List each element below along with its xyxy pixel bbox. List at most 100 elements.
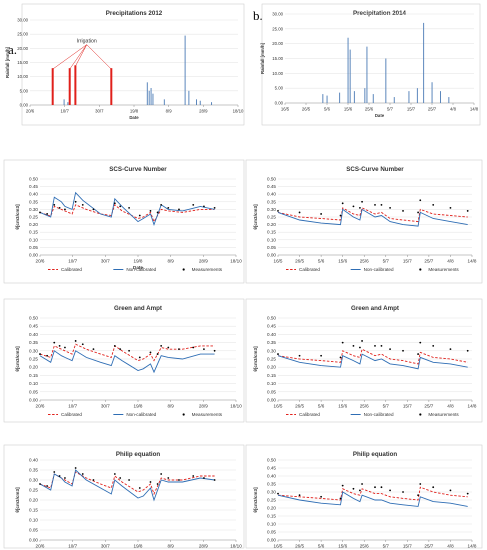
y-tick-label: 0.30	[267, 348, 276, 353]
measurement-point	[402, 349, 404, 352]
x-tick-label: 5/6	[318, 544, 325, 549]
x-tick-label: 16/5	[274, 404, 283, 409]
chart-ph2012: Philip equation 0.00 0.05 0.10 0.15 0.20 0.25 0…	[3, 444, 245, 549]
y-tick-label: 0.25	[267, 498, 276, 503]
measurement-point	[92, 348, 95, 351]
y-tick-label: 0.45	[267, 324, 276, 329]
y-tick-label: 0.25	[29, 215, 38, 220]
measurement-point	[192, 203, 195, 206]
y-tick-label: 10.00	[17, 74, 28, 79]
x-tick-label: 19/8	[134, 259, 143, 264]
chart-title: SCS-Curve Number	[346, 166, 404, 173]
rain-bar	[423, 22, 425, 103]
rain-bar	[448, 97, 450, 103]
measurement-point	[419, 199, 422, 202]
chart-frame	[3, 298, 245, 423]
y-tick-label: 0.45	[29, 324, 38, 329]
rain-bar	[211, 102, 213, 105]
y-tick-label: 20.00	[272, 41, 283, 46]
y-tick-label: 0.40	[267, 474, 276, 479]
x-tick-label: 28/9	[199, 544, 208, 549]
chart-frame	[3, 159, 245, 284]
measurement-point	[341, 484, 344, 487]
rain-bar	[67, 102, 69, 105]
x-tick-label: 25/6	[360, 404, 369, 409]
chart-scs2014: SCS-Curve Number 0.00 0.05 0.10 0.15 0.20 0.25…	[245, 159, 483, 284]
y-tick-label: 0.10	[267, 522, 276, 527]
rain-bar	[148, 90, 150, 105]
rain-bar	[146, 82, 148, 105]
series-line-non-calibrated	[39, 469, 215, 502]
measurement-point	[113, 473, 116, 475]
measurement-point	[128, 349, 130, 352]
chart-precip2012: Precipitations 2012 0.00 5.00 10.00 15.00 20.…	[5, 3, 245, 126]
y-tick-label: 0.20	[267, 506, 276, 511]
measurement-point	[64, 477, 66, 479]
measurement-point	[64, 208, 66, 211]
measurement-point	[361, 200, 363, 203]
measurement-point	[213, 206, 216, 209]
series-line-calibrated	[277, 486, 468, 501]
series-line-non-calibrated	[277, 208, 468, 227]
y-tick-label: 0.30	[29, 207, 38, 212]
x-tick-label: 10/7	[68, 404, 77, 409]
rain-bar	[199, 100, 201, 105]
x-tick-label: 18/10	[230, 404, 242, 409]
chart-frame	[21, 3, 245, 126]
series-line-non-calibrated	[39, 191, 215, 226]
measurement-point	[53, 203, 56, 206]
measurement-point	[402, 491, 404, 493]
legend-label: Non-calibrated	[364, 267, 394, 272]
y-tick-label: 25.00	[17, 32, 28, 37]
y-tick-label: 0.15	[29, 373, 38, 378]
measurement-point	[178, 208, 180, 211]
y-tick-label: 0.05	[29, 389, 38, 394]
measurement-point	[352, 205, 355, 208]
y-tick-label: 0.50	[267, 316, 276, 321]
chart-title: Precipitation 2014	[353, 10, 407, 17]
y-tick-label: 5.00	[275, 86, 284, 91]
x-tick-label: 26/5	[295, 404, 304, 409]
x-tick-label: 16/5	[274, 544, 283, 549]
x-tick-label: 15/6	[338, 544, 347, 549]
x-tick-label: 18/10	[233, 109, 244, 114]
rain-bar	[347, 37, 349, 103]
measurement-point	[46, 485, 49, 487]
measurement-point	[466, 492, 469, 495]
x-tick-label: 25/7	[424, 404, 433, 409]
series-line-calibrated	[277, 348, 468, 365]
legend-label: Measurements	[428, 412, 459, 417]
measurement-point	[352, 344, 355, 347]
annotation-arrow	[69, 44, 87, 70]
irrigation-annotation: Irrigation	[77, 39, 97, 45]
legend-label: Non-calibrated	[364, 412, 394, 417]
y-tick-label: 0.15	[29, 508, 38, 513]
measurement-point	[81, 203, 84, 206]
rain-bar	[416, 88, 418, 103]
y-tick-label: 25.00	[272, 26, 283, 31]
chart-precip2014: Precipitation 2014 0.00 5.00 10.00 15.00 20.0…	[260, 3, 481, 126]
y-tick-label: 0.05	[267, 245, 276, 250]
measurement-point	[119, 477, 122, 479]
series-line-calibrated	[39, 204, 215, 223]
x-tick-label: 15/7	[403, 404, 412, 409]
y-axis-title: θ[cm3/cm3]	[15, 346, 20, 372]
x-tick-label: 5/6	[318, 404, 325, 409]
y-tick-label: 0.45	[267, 466, 276, 471]
measurement-point	[449, 206, 452, 209]
y-tick-label: 0.00	[20, 103, 29, 108]
legend-label: Measurements	[192, 412, 223, 417]
x-tick-label: 4/8	[447, 404, 454, 409]
y-axis-title: θ[cm3/cm3]	[15, 487, 20, 513]
rain-bar	[150, 88, 152, 105]
irrigation-bar	[110, 68, 113, 105]
measurement-point	[277, 492, 279, 495]
measurement-point	[167, 477, 170, 479]
legend-swatch	[182, 413, 185, 416]
y-tick-label: 0.00	[275, 101, 284, 106]
y-tick-label: 0.50	[267, 458, 276, 463]
y-tick-label: 15.00	[17, 60, 28, 65]
measurement-point	[320, 495, 323, 498]
x-tick-label: 5/7	[383, 544, 390, 549]
series-line-non-calibrated	[277, 491, 468, 507]
